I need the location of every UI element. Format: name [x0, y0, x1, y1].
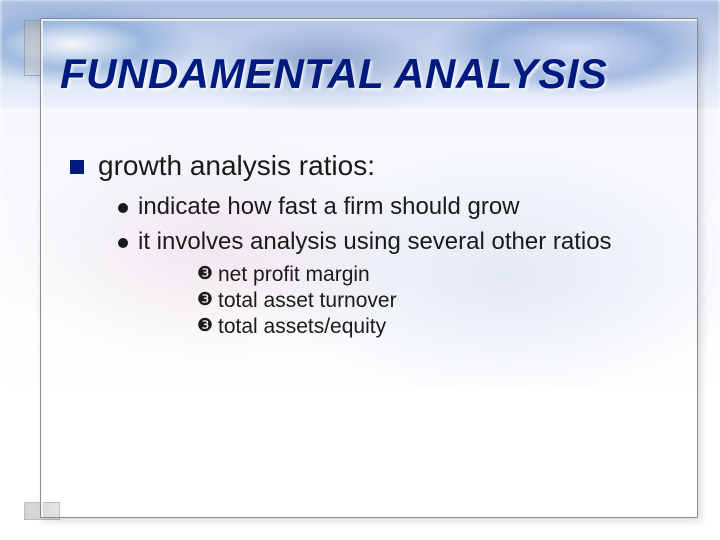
disc-bullet-icon — [118, 238, 128, 248]
bullet-level2-item: indicate how fast a firm should grow — [118, 192, 660, 223]
bullet-level2-item: it involves analysis using several other… — [118, 227, 660, 258]
bullet-level3-item: ❸ total asset turnover — [196, 289, 660, 313]
bullet-level2-text: indicate how fast a firm should grow — [138, 192, 520, 223]
bullet-level3-group: ❸ net profit margin ❸ total asset turnov… — [196, 263, 660, 339]
bullet-level1: growth analysis ratios: — [70, 150, 660, 182]
slide-content: growth analysis ratios: indicate how fas… — [70, 150, 660, 341]
bullet-level3-item: ❸ total assets/equity — [196, 315, 660, 339]
slide-title: FUNDAMENTAL ANALYSIS — [60, 50, 607, 98]
disc-bullet-icon — [118, 203, 128, 213]
bullet-level3-text: total assets/equity — [218, 315, 386, 339]
wingdings-3-icon: ❸ — [196, 315, 214, 336]
bullet-level2-text: it involves analysis using several other… — [138, 227, 612, 258]
square-bullet-icon — [70, 160, 84, 174]
bullet-level3-text: total asset turnover — [218, 289, 397, 313]
bullet-level2-group: indicate how fast a firm should grow it … — [118, 192, 660, 339]
bullet-level3-text: net profit margin — [218, 263, 370, 287]
bullet-level3-item: ❸ net profit margin — [196, 263, 660, 287]
wingdings-3-icon: ❸ — [196, 263, 214, 284]
wingdings-3-icon: ❸ — [196, 289, 214, 310]
bullet-level1-text: growth analysis ratios: — [98, 150, 375, 182]
